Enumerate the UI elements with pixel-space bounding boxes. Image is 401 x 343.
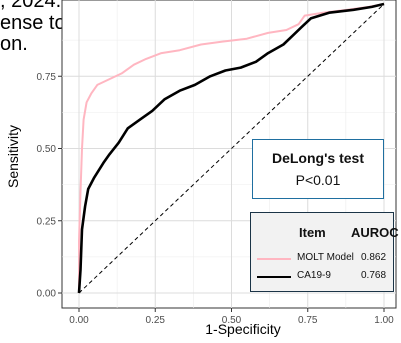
y-axis-title: Sensitivity xyxy=(5,125,21,188)
legend-line-molt xyxy=(257,258,291,260)
legend-auroc-molt: 0.862 xyxy=(361,252,387,263)
reference-diagonal xyxy=(78,3,385,294)
legend-name-ca199: CA19-9 xyxy=(297,270,331,281)
legend-row-molt: MOLT Model 0.862 xyxy=(251,251,393,267)
delong-title: DeLong's test xyxy=(271,150,364,166)
legend-name-molt: MOLT Model xyxy=(297,252,354,263)
x-tick-label: 0.25 xyxy=(146,315,166,326)
y-tick-label: 0.00 xyxy=(37,289,57,300)
x-tick-label: 1.00 xyxy=(374,315,394,326)
roc-curve-ca19-9 xyxy=(77,2,385,294)
delong-p-value: P<0.01 xyxy=(295,172,341,188)
y-tick-label: 0.75 xyxy=(37,72,57,83)
delong-test-box: DeLong's test P<0.01 xyxy=(252,139,384,199)
legend-line-ca199 xyxy=(257,276,291,278)
legend-auroc-ca199: 0.768 xyxy=(361,270,387,281)
legend-row-ca199: CA19-9 0.768 xyxy=(251,269,393,285)
roc-curve-molt-model xyxy=(78,3,385,293)
x-tick-label: 0.00 xyxy=(69,315,89,326)
x-tick-label: 0.50 xyxy=(222,315,242,326)
x-axis-title: 1-Specificity xyxy=(205,321,280,337)
x-tick-label: 0.75 xyxy=(298,315,318,326)
y-tick-label: 0.25 xyxy=(37,216,57,227)
header-text-line-3: on. xyxy=(0,33,28,55)
legend-header-item: Item xyxy=(299,225,326,240)
y-tick-label: 0.50 xyxy=(37,144,57,155)
legend-header-auroc: AUROC xyxy=(351,225,399,240)
legend-box: Item AUROC MOLT Model 0.862 CA19-9 0.768 xyxy=(250,212,399,292)
